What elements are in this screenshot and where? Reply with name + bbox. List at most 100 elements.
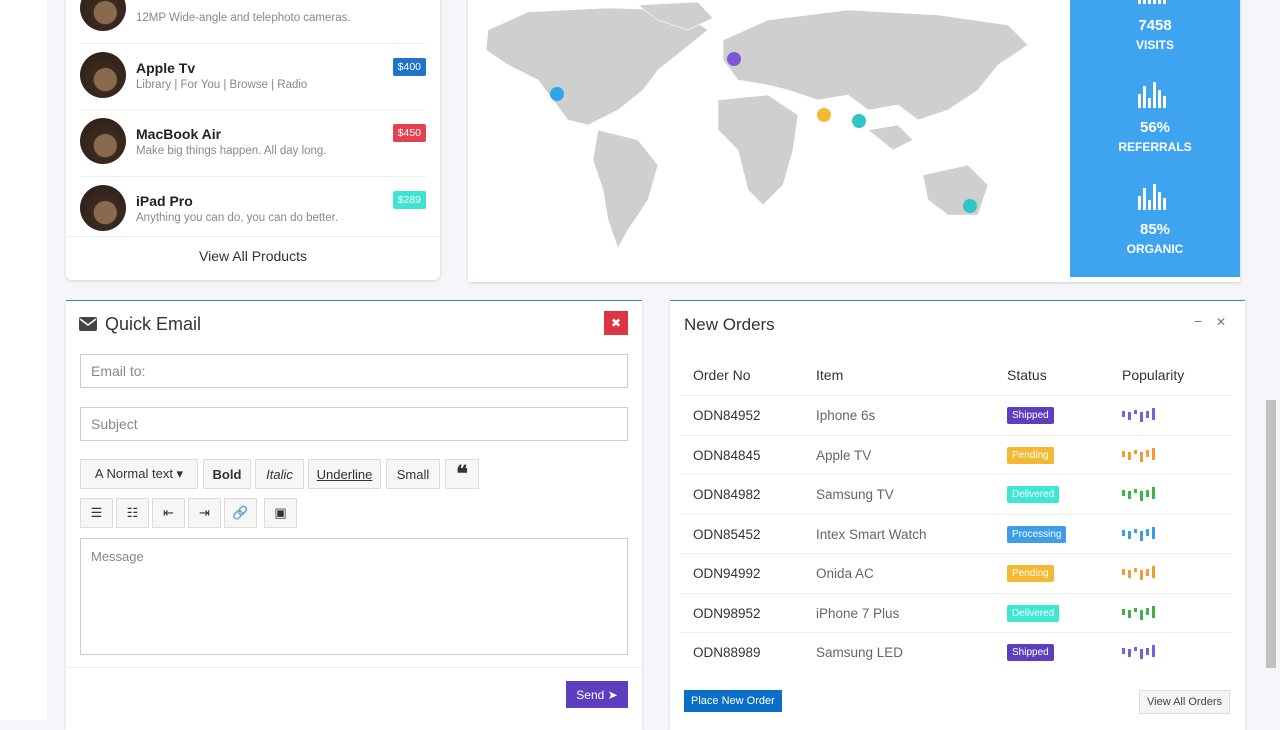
product-description: Make big things happen. All day long. bbox=[136, 145, 327, 157]
spark-bar bbox=[1140, 570, 1143, 580]
popularity-sparkbar bbox=[1122, 604, 1156, 620]
icon-bar bbox=[1163, 96, 1166, 108]
item-name: Onida AC bbox=[816, 566, 874, 581]
send-button[interactable]: Send ➤ bbox=[566, 681, 628, 708]
minimize-button[interactable]: − bbox=[1194, 313, 1203, 329]
spark-bar bbox=[1152, 526, 1155, 539]
title: Quick Email bbox=[105, 314, 202, 334]
spark-bar bbox=[1134, 647, 1137, 651]
spark-bar bbox=[1140, 451, 1143, 462]
spark-bar bbox=[1122, 411, 1125, 417]
view-all-orders-button[interactable]: View All Orders bbox=[1139, 690, 1230, 714]
row-divider bbox=[680, 513, 1232, 515]
icon-bar bbox=[1153, 0, 1156, 4]
toolbar-button[interactable]: A Normal text ▾ bbox=[80, 459, 198, 489]
icon-bar bbox=[1143, 188, 1146, 210]
divider bbox=[80, 42, 426, 44]
quote-button[interactable]: ❝ bbox=[445, 459, 479, 489]
status-badge: Delivered bbox=[1007, 604, 1060, 622]
column-header: Popularity bbox=[1122, 367, 1185, 383]
stat-value: 7458 bbox=[1138, 17, 1172, 34]
view-all-products[interactable]: View All Products bbox=[199, 248, 307, 264]
place-order-button[interactable]: Place New Order bbox=[684, 690, 782, 712]
popularity-sparkbar bbox=[1122, 643, 1156, 659]
spark-bar bbox=[1122, 450, 1125, 457]
avatar bbox=[80, 184, 126, 231]
spark-bar bbox=[1134, 489, 1137, 493]
icon-bar bbox=[1138, 196, 1141, 210]
message-input[interactable]: Message bbox=[80, 538, 628, 655]
spark-bar bbox=[1140, 491, 1143, 501]
divider bbox=[80, 109, 426, 110]
row-divider bbox=[680, 395, 1232, 396]
format-button[interactable]: ⇤ bbox=[152, 498, 185, 528]
status-badge: Shipped bbox=[1007, 644, 1054, 661]
icon-bar bbox=[1148, 200, 1151, 210]
order-number: ODN88989 bbox=[693, 645, 761, 660]
row-divider bbox=[680, 434, 1232, 436]
format-button[interactable]: ☷ bbox=[116, 498, 149, 528]
product-name: Apple Tv bbox=[136, 59, 196, 76]
stat-label: VISITS bbox=[1135, 38, 1174, 52]
world-map bbox=[485, 1, 1029, 249]
stat-value: 56% bbox=[1139, 119, 1171, 136]
spark-bar bbox=[1140, 649, 1143, 659]
icon-bar bbox=[1158, 90, 1161, 108]
popularity-sparkbar bbox=[1122, 525, 1156, 541]
spark-bar bbox=[1152, 408, 1155, 420]
icon-bar bbox=[1158, 0, 1161, 4]
row-divider bbox=[680, 592, 1232, 594]
toolbar-button[interactable]: Bold bbox=[203, 459, 251, 489]
bar-chart-icon bbox=[1138, 184, 1172, 210]
order-number: ODN84845 bbox=[693, 447, 761, 463]
spark-bar bbox=[1140, 530, 1143, 541]
format-button[interactable]: ⇥ bbox=[188, 498, 221, 528]
spark-bar bbox=[1134, 568, 1137, 572]
format-button[interactable]: ☰ bbox=[80, 498, 113, 528]
toolbar-button[interactable]: Underline bbox=[308, 459, 381, 489]
spark-bar bbox=[1152, 605, 1155, 618]
row-divider bbox=[680, 632, 1232, 633]
toolbar-button[interactable]: Small bbox=[386, 459, 440, 489]
close-button[interactable]: ✕ bbox=[1216, 315, 1227, 329]
popularity-sparkbar bbox=[1122, 406, 1156, 422]
spark-bar bbox=[1128, 570, 1131, 578]
popularity-sparkbar bbox=[1122, 564, 1156, 580]
item-name: Samsung TV bbox=[816, 487, 894, 502]
icon-bar bbox=[1143, 86, 1146, 108]
status-badge: Pending bbox=[1007, 565, 1054, 582]
order-number: ODN94992 bbox=[693, 566, 761, 581]
spark-bar bbox=[1152, 447, 1155, 460]
spark-bar bbox=[1122, 529, 1125, 536]
spark-bar bbox=[1146, 568, 1149, 576]
map-card: 7458 VISITS 56% REFERRALS 85% ORGANIC bbox=[468, 0, 1240, 282]
title: New Orders bbox=[684, 315, 775, 334]
format-button[interactable]: ▣ bbox=[264, 498, 297, 528]
row-divider bbox=[680, 474, 1232, 475]
new-orders-card: New Orders − ✕ Place New Order View All … bbox=[670, 300, 1245, 730]
column-header: Status bbox=[1007, 367, 1047, 383]
icon-bar bbox=[1138, 94, 1141, 108]
spark-bar bbox=[1128, 412, 1131, 420]
subject-input[interactable]: Subject bbox=[80, 407, 628, 441]
icon-bar bbox=[1158, 192, 1161, 210]
icon-bar bbox=[1163, 198, 1166, 210]
close-button[interactable]: ✖ bbox=[604, 311, 628, 335]
product-description: Anything you can do, you can do better. bbox=[136, 211, 339, 224]
spark-bar bbox=[1128, 530, 1131, 539]
spark-bar bbox=[1140, 609, 1143, 620]
spark-bar bbox=[1134, 528, 1137, 533]
order-number: ODN84952 bbox=[693, 408, 761, 423]
spark-bar bbox=[1122, 608, 1125, 615]
email-input[interactable]: Email to: bbox=[80, 354, 628, 388]
toolbar-button[interactable]: Italic bbox=[255, 459, 304, 489]
price-badge: $289 bbox=[392, 190, 426, 209]
price-badge: $400 bbox=[392, 57, 426, 76]
order-number: ODN85452 bbox=[693, 526, 761, 542]
spark-bar bbox=[1122, 648, 1125, 654]
item-name: Samsung LED bbox=[816, 645, 904, 660]
format-button[interactable]: 🔗 bbox=[224, 498, 257, 528]
spark-bar bbox=[1146, 450, 1149, 457]
status-badge: Delivered bbox=[1007, 486, 1060, 503]
stats-panel: 7458 VISITS 56% REFERRALS 85% ORGANIC bbox=[1070, 0, 1240, 277]
